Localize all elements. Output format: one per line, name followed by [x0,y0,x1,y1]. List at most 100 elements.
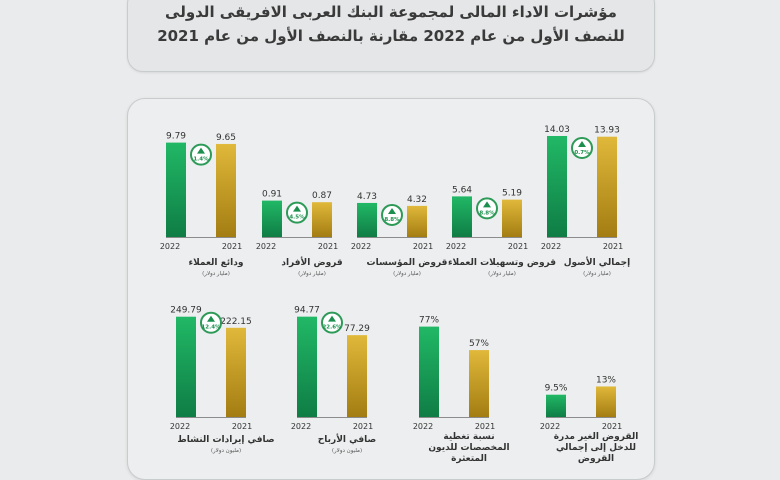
bar-chart-svg: 0.91 2022 0.87 2021 4.5% [256,190,338,251]
bar-2021 [407,205,427,237]
growth-badge: 8.8% [476,197,498,220]
growth-badge: 12.4% [200,311,222,334]
bar-2022 [357,202,377,237]
change-label: 8.8% [384,217,400,223]
bar-2021 [312,202,332,237]
bar-chart-svg: 9.79 2022 9.65 2021 1.4% [160,132,242,251]
badge-ring [571,136,593,159]
badge-ring [200,311,222,334]
value-label-2021: 57% [469,339,489,349]
category-unit: (مليون دولار) [331,448,363,454]
badge-ring [321,311,343,334]
year-label-2022: 2022 [540,422,560,431]
category-label: قروض الأفراد [281,258,343,268]
chart-npl-ratio: 9.5% 2022 13% 2021 القروض الغير مدرة للدخل … [540,300,646,464]
change-label: 12.4% [201,325,221,331]
year-label-2021: 2021 [413,242,433,251]
category-label: قروض المؤسسات [366,258,448,268]
bar-2022 [419,326,439,417]
value-label-2022: 9.79 [166,132,186,142]
growth-badge: 1.4% [190,143,212,166]
chart-total-assets: 14.03 2022 13.93 2021 0.7% إجمالي الأصول (مل… [541,120,647,277]
chart-customer-deposits: 9.79 2022 9.65 2021 1.4% ودائع العملاء (مليا… [160,120,266,277]
value-label-2022: 4.73 [357,192,377,202]
bar-2022 [547,135,567,237]
category-label: نسبة تغطية المخصصات للديون المتعثرة [428,432,510,464]
up-triangle-icon [293,205,301,212]
value-label-2021: 222.15 [220,317,252,327]
year-label-2021: 2021 [232,422,252,431]
year-label-2021: 2021 [353,422,373,431]
bar-chart-svg: 94.77 2022 77.29 2021 22.6% [291,306,373,431]
up-triangle-icon [578,140,586,147]
year-label-2022: 2022 [351,242,371,251]
title-box: مؤشرات الاداء المالى لمجموعة البنك العرب… [127,0,655,72]
value-label-2022: 5.64 [452,185,472,195]
value-label-2022: 14.03 [544,125,570,135]
chart-operating-income: 249.79 2022 222.15 2021 12.4% صافي إيرادات ا… [170,300,276,455]
value-label-2022: 249.79 [170,306,202,316]
chart-coverage-ratio: 77% 2022 57% 2021 نسبة تغطية المخصصات للديو… [413,300,519,464]
bar-chart-svg: 249.79 2022 222.15 2021 12.4% [170,306,252,431]
category-unit: (مليار دولار) [298,271,326,277]
year-label-2021: 2021 [222,242,242,251]
change-label: 22.6% [322,325,342,331]
bar-chart-svg: 5.64 2022 5.19 2021 8.8% [446,185,528,251]
year-label-2022: 2022 [413,422,433,431]
growth-badge: 8.8% [381,203,403,226]
bar-2021 [347,335,367,417]
year-label-2021: 2021 [508,242,528,251]
up-triangle-icon [388,207,396,214]
year-label-2022: 2022 [160,242,180,251]
chart-net-profit: 94.77 2022 77.29 2021 22.6% صافي الأرباح (مل… [291,300,397,455]
category-unit: (مليون دولار) [210,448,242,454]
value-label-2022: 94.77 [294,306,320,316]
badge-ring [381,203,403,226]
category-unit: (مليار دولار) [202,271,230,277]
year-label-2022: 2022 [170,422,190,431]
category-unit: (مليار دولار) [393,271,421,277]
year-label-2021: 2021 [602,422,622,431]
year-label-2022: 2022 [541,242,561,251]
growth-badge: 4.5% [286,201,308,224]
value-label-2022: 9.5% [545,384,568,394]
up-triangle-icon [328,315,336,322]
category-label: إجمالي الأصول [563,258,631,268]
value-label-2021: 77.29 [344,324,370,334]
value-label-2021: 4.32 [407,195,427,205]
bar-chart-svg: 77% 2022 57% 2021 [413,316,495,431]
year-label-2021: 2021 [603,242,623,251]
category-label: صافي إيرادات النشاط [177,435,275,445]
year-label-2022: 2022 [446,242,466,251]
bar-2022 [176,316,196,417]
chart-customer-loans: 5.64 2022 5.19 2021 8.8% قروض وتسهيلات العمل… [446,120,556,277]
bar-2022 [262,200,282,237]
value-label-2021: 5.19 [502,189,522,199]
title-line-2: للنصف الأول من عام 2022 مقارنة بالنصف ال… [157,27,625,45]
up-triangle-icon [207,315,215,322]
category-label: القروض الغير مدرة للدخل إلى إجمالي القرو… [553,432,639,464]
value-label-2022: 77% [419,316,439,326]
category-unit: (مليار دولار) [583,271,611,277]
chart-retail-loans: 0.91 2022 0.87 2021 4.5% قروض الأفراد (مليار… [256,120,362,277]
title-line-1: مؤشرات الاداء المالى لمجموعة البنك العرب… [165,3,617,21]
up-triangle-icon [483,201,491,208]
year-label-2021: 2021 [475,422,495,431]
category-label: قروض وتسهيلات العملاء [447,258,557,268]
chart-corporate-loans: 4.73 2022 4.32 2021 8.8% قروض المؤسسات (مليا… [351,120,457,277]
badge-ring [286,201,308,224]
change-label: 0.7% [574,150,590,156]
bar-2022 [546,394,566,417]
category-unit: (مليار دولار) [488,271,516,277]
change-label: 8.8% [479,210,495,216]
year-label-2022: 2022 [256,242,276,251]
bar-2021 [502,199,522,237]
year-label-2021: 2021 [318,242,338,251]
badge-ring [476,197,498,220]
bar-2021 [469,350,489,417]
change-label: 1.4% [193,157,209,163]
value-label-2022: 0.91 [262,190,282,200]
bar-2022 [297,316,317,417]
value-label-2021: 13.93 [594,126,620,136]
value-label-2021: 13% [596,375,616,385]
